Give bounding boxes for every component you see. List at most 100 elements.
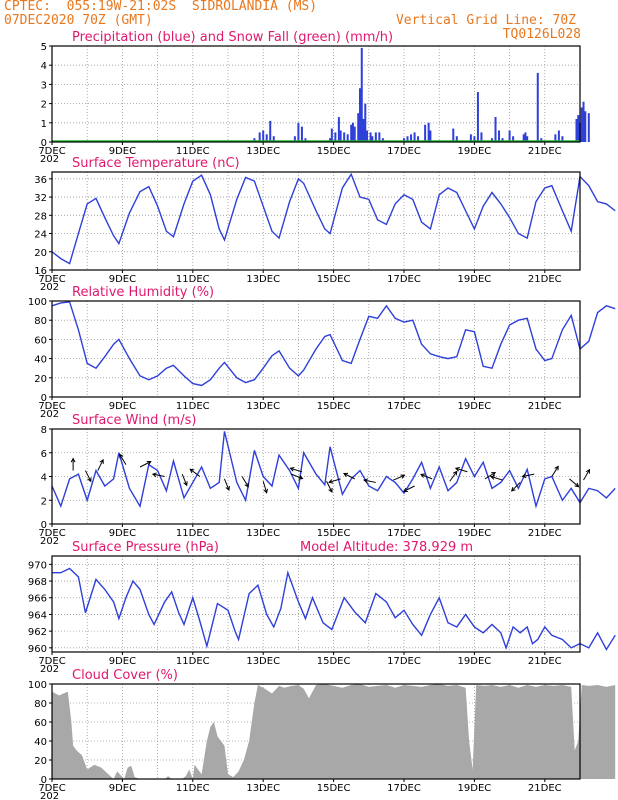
precip-bar — [265, 134, 268, 142]
precip-bar — [410, 134, 413, 142]
y-tick-label: 1 — [41, 119, 47, 130]
y-tick-label: 0 — [41, 393, 47, 404]
precip-bar — [293, 136, 296, 142]
precip-bar — [334, 132, 337, 142]
x-tick-label: 7DEC — [38, 528, 65, 539]
precip-bar — [369, 132, 372, 142]
wind-arrow-head — [189, 468, 195, 474]
wind-arrow — [455, 467, 468, 473]
panel-title: Surface Pressure (hPa) — [72, 540, 219, 555]
x-tick-label: 21DEC — [528, 528, 562, 539]
wind-arrow — [449, 471, 458, 482]
x-tick-label: 7DEC — [38, 401, 65, 412]
x-tick-label: 19DEC — [458, 146, 492, 157]
x-tick-label: 7DEC — [38, 146, 65, 157]
precip-bar — [429, 130, 432, 142]
wind-arrow-head — [119, 453, 124, 459]
x-tick-label: 17DEC — [387, 656, 421, 667]
x-tick-label: 15DEC — [317, 146, 351, 157]
wind-arrow-head — [146, 460, 152, 466]
wind-arrow — [291, 473, 303, 480]
precip-bar — [350, 124, 353, 142]
panel-frame — [51, 45, 581, 143]
wind-arrow — [569, 478, 579, 488]
wind-arrow — [97, 459, 104, 471]
precip-bar — [526, 136, 529, 142]
x-tick-label: 15DEC — [317, 401, 351, 412]
wind-arrow — [224, 478, 230, 491]
precip-bar — [353, 126, 356, 142]
panel-3: 0 20 40 60 80 100 7DEC 9DEC 11DEC 13DEC 15DEC 17DEC… — [28, 285, 616, 420]
wind-arrow-head — [490, 475, 496, 480]
precip-bar — [378, 132, 381, 142]
y-tick-label: 0 — [41, 775, 47, 786]
x-tick-label: 13DEC — [246, 274, 280, 285]
x-tick-label: 9DEC — [109, 528, 136, 539]
x-tick-label: 17DEC — [387, 401, 421, 412]
precip-bar — [362, 118, 365, 142]
x-tick-label: 9DEC — [109, 656, 136, 667]
wind-arrow — [290, 467, 303, 473]
y-tick-label: 6 — [41, 449, 47, 460]
wind-arrow — [139, 461, 151, 468]
panel-annotation: Model Altitude: 378.929 m — [300, 540, 473, 555]
precip-bar — [297, 122, 300, 142]
precip-bar — [269, 120, 272, 142]
series-line — [52, 567, 616, 651]
wind-arrow-head — [151, 472, 157, 478]
x-tick-label: 21DEC — [528, 274, 562, 285]
wind-arrow — [393, 474, 405, 481]
wind-arrow — [583, 469, 590, 481]
wind-arrow-head — [244, 482, 249, 488]
x-tick-label: 9DEC — [109, 146, 136, 157]
precip-bar — [580, 107, 583, 142]
precip-bar — [491, 138, 493, 142]
wind-arrow-head — [554, 465, 559, 471]
y-tick-label: 968 — [28, 577, 47, 588]
wind-arrow-head — [225, 485, 230, 491]
precip-bar — [498, 130, 501, 142]
x-tick-label: 17DEC — [387, 274, 421, 285]
wind-arrow-head — [87, 477, 92, 483]
precip-bar — [452, 128, 455, 142]
y-tick-label: 20 — [34, 248, 47, 259]
precip-bar — [536, 72, 539, 142]
precip-bar — [337, 117, 340, 142]
panel-1: 0 1 2 3 4 5 7DEC 9DEC 11DEC 13DEC 15DEC 17DEC 19DEC 2… — [38, 30, 590, 165]
x-tick-label: 19DEC — [458, 783, 492, 794]
x-tick-label: 13DEC — [246, 783, 280, 794]
x-tick-label: 11DEC — [176, 401, 210, 412]
panel-title: Cloud Cover (%) — [72, 668, 178, 683]
precip-bar — [575, 118, 578, 142]
x-tick-label: 21DEC — [528, 783, 562, 794]
wind-arrow — [484, 472, 496, 480]
wind-arrow-head — [452, 470, 458, 476]
y-tick-label: 20 — [34, 374, 47, 385]
x-year-label: 202 — [40, 282, 59, 293]
x-year-label: 202 — [40, 664, 59, 675]
wind-arrow-head — [420, 473, 426, 478]
x-tick-label: 7DEC — [38, 274, 65, 285]
x-tick-label: 7DEC — [38, 783, 65, 794]
precip-bar — [554, 134, 557, 142]
precip-bar — [413, 132, 416, 142]
precip-bar — [343, 132, 346, 142]
y-tick-label: 8 — [41, 425, 47, 436]
precip-bar — [262, 130, 265, 142]
precip-bar — [561, 136, 564, 142]
wind-arrow-head — [70, 457, 76, 463]
panel-6: 0 20 40 60 80 100 7DEC 9DEC 11DEC 13DEC 15DEC 17DEC… — [28, 668, 616, 800]
y-tick-label: 16 — [34, 266, 47, 277]
y-tick-label: 80 — [34, 699, 47, 710]
x-tick-label: 21DEC — [528, 146, 562, 157]
x-tick-label: 19DEC — [458, 656, 492, 667]
y-tick-label: 100 — [28, 297, 47, 308]
wind-arrow — [241, 476, 249, 488]
y-tick-label: 80 — [34, 316, 47, 327]
wind-arrow-head — [585, 468, 590, 474]
x-tick-label: 15DEC — [317, 528, 351, 539]
x-year-label: 202 — [40, 791, 59, 800]
x-tick-label: 7DEC — [38, 656, 65, 667]
panel-title: Surface Wind (m/s) — [72, 413, 196, 428]
precip-bar — [300, 126, 303, 142]
